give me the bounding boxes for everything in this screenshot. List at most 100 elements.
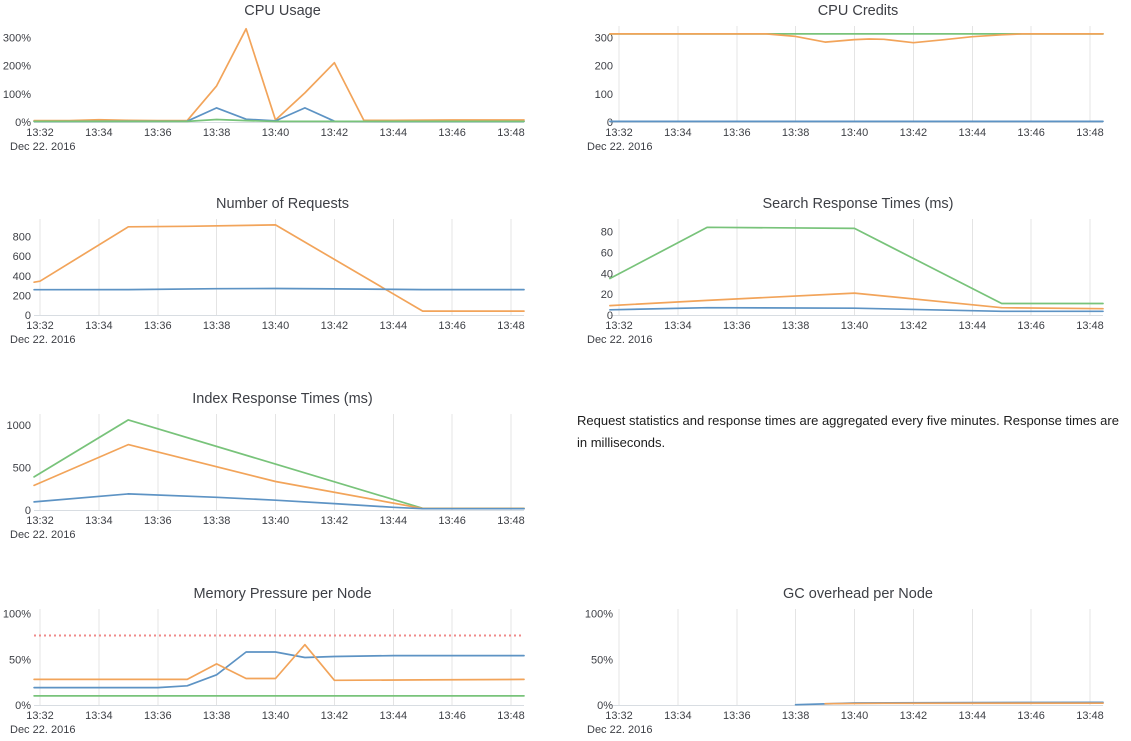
svg-text:13:48: 13:48 — [1076, 320, 1104, 332]
svg-text:13:46: 13:46 — [1017, 710, 1045, 722]
svg-text:100: 100 — [595, 89, 613, 101]
svg-text:13:46: 13:46 — [1017, 127, 1045, 139]
svg-text:13:46: 13:46 — [438, 710, 466, 722]
svg-text:600: 600 — [13, 251, 31, 263]
svg-text:0: 0 — [25, 310, 31, 322]
chart-cell-cpu-credits: CPU Credits 0 100 200 300 13:32 13:34 13:36 13:… — [565, 0, 1131, 162]
svg-text:13:38: 13:38 — [782, 127, 810, 139]
gc-overhead-plot[interactable]: 0% 50% 100% 13:32 13:34 13:36 13:38 13:40 13:42 1… — [565, 605, 1131, 741]
svg-text:13:44: 13:44 — [380, 320, 408, 332]
svg-text:13:32: 13:32 — [605, 710, 633, 722]
svg-text:13:42: 13:42 — [900, 320, 928, 332]
svg-text:13:36: 13:36 — [144, 127, 172, 139]
svg-text:200: 200 — [13, 290, 31, 302]
number-of-requests-plot[interactable]: 0 200 400 600 800 13:32 13:34 13:36 13:38 13:40 13… — [0, 215, 565, 355]
svg-text:13:42: 13:42 — [321, 320, 349, 332]
svg-text:13:34: 13:34 — [85, 127, 113, 139]
svg-text:13:40: 13:40 — [262, 515, 290, 527]
note-panel: Request statistics and response times ar… — [565, 388, 1131, 552]
svg-text:60: 60 — [601, 247, 613, 259]
svg-text:Dec 22. 2016: Dec 22. 2016 — [587, 334, 652, 346]
svg-text:50%: 50% — [591, 654, 613, 666]
svg-text:13:32: 13:32 — [605, 127, 633, 139]
svg-text:13:36: 13:36 — [144, 320, 172, 332]
svg-text:80: 80 — [601, 227, 613, 239]
svg-text:13:48: 13:48 — [497, 710, 525, 722]
svg-text:13:32: 13:32 — [605, 320, 633, 332]
chart-title-index-response-times: Index Response Times (ms) — [192, 391, 373, 407]
svg-text:13:44: 13:44 — [959, 320, 987, 332]
cpu-credits-plot[interactable]: 0 100 200 300 13:32 13:34 13:36 13:38 13:40 13:42… — [565, 22, 1131, 162]
svg-text:0: 0 — [607, 117, 613, 129]
chart-title-cpu-credits: CPU Credits — [817, 3, 899, 19]
svg-text:13:44: 13:44 — [959, 127, 987, 139]
svg-text:13:48: 13:48 — [1076, 127, 1104, 139]
svg-text:20: 20 — [601, 289, 613, 301]
svg-text:13:42: 13:42 — [321, 515, 349, 527]
svg-text:13:40: 13:40 — [262, 710, 290, 722]
svg-text:13:36: 13:36 — [144, 515, 172, 527]
chart-title-memory-pressure: Memory Pressure per Node — [193, 586, 372, 602]
note-text: Request statistics and response times ar… — [577, 413, 1119, 450]
svg-text:13:42: 13:42 — [900, 710, 928, 722]
svg-text:Dec 22. 2016: Dec 22. 2016 — [587, 141, 652, 153]
svg-text:13:44: 13:44 — [959, 710, 987, 722]
chart-cell-search-response-times: Search Response Times (ms) 0 20 40 60 80 13:3… — [565, 193, 1131, 357]
svg-text:13:38: 13:38 — [782, 710, 810, 722]
svg-text:13:48: 13:48 — [497, 127, 525, 139]
svg-text:13:38: 13:38 — [203, 710, 231, 722]
svg-text:13:42: 13:42 — [321, 710, 349, 722]
svg-text:13:38: 13:38 — [203, 515, 231, 527]
svg-text:13:40: 13:40 — [262, 320, 290, 332]
svg-text:13:40: 13:40 — [841, 127, 869, 139]
chart-cell-gc-overhead: GC overhead per Node 0% 50% 100% 13:32 13:34… — [565, 583, 1131, 741]
svg-text:13:48: 13:48 — [497, 515, 525, 527]
svg-text:13:40: 13:40 — [262, 127, 290, 139]
svg-text:13:34: 13:34 — [664, 710, 692, 722]
svg-text:13:36: 13:36 — [723, 710, 751, 722]
svg-text:100%: 100% — [3, 89, 31, 101]
svg-text:13:32: 13:32 — [26, 127, 54, 139]
svg-text:Dec 22. 2016: Dec 22. 2016 — [10, 724, 75, 736]
svg-text:13:44: 13:44 — [380, 515, 408, 527]
chart-title-cpu-usage: CPU Usage — [244, 3, 321, 19]
svg-text:13:40: 13:40 — [841, 710, 869, 722]
index-response-times-plot[interactable]: 0 500 1000 13:32 13:34 13:36 13:38 13:40 13:42 13… — [0, 410, 565, 550]
svg-text:13:34: 13:34 — [85, 515, 113, 527]
svg-text:13:36: 13:36 — [723, 127, 751, 139]
svg-text:500: 500 — [13, 463, 31, 475]
svg-text:13:34: 13:34 — [85, 710, 113, 722]
svg-text:13:36: 13:36 — [144, 710, 172, 722]
memory-pressure-plot[interactable]: 0% 50% 100% 13:32 13:34 13:36 13:38 13:40 13:42 1… — [0, 605, 565, 741]
svg-text:13:46: 13:46 — [438, 320, 466, 332]
svg-text:0: 0 — [25, 505, 31, 517]
cpu-usage-plot[interactable]: 0% 100% 200% 300% 13:32 13:34 13:36 13:38 13:40 1… — [0, 22, 565, 162]
svg-text:0%: 0% — [15, 700, 31, 712]
svg-text:13:38: 13:38 — [203, 127, 231, 139]
chart-cell-number-of-requests: Number of Requests 0 200 400 600 800 13:32 13:… — [0, 193, 565, 357]
svg-text:13:32: 13:32 — [26, 515, 54, 527]
svg-text:0%: 0% — [597, 700, 613, 712]
svg-text:400: 400 — [13, 271, 31, 283]
svg-text:1000: 1000 — [7, 420, 31, 432]
chart-title-number-of-requests: Number of Requests — [216, 196, 349, 212]
svg-text:13:42: 13:42 — [321, 127, 349, 139]
svg-text:100%: 100% — [585, 609, 613, 621]
svg-text:13:48: 13:48 — [497, 320, 525, 332]
chart-title-gc-overhead: GC overhead per Node — [783, 586, 933, 602]
svg-text:13:38: 13:38 — [782, 320, 810, 332]
svg-text:50%: 50% — [9, 654, 31, 666]
svg-text:13:36: 13:36 — [723, 320, 751, 332]
svg-text:13:48: 13:48 — [1076, 710, 1104, 722]
search-response-times-plot[interactable]: 0 20 40 60 80 13:32 13:34 13:36 13:38 13:40 13:42 1… — [565, 215, 1131, 355]
svg-text:200%: 200% — [3, 61, 31, 73]
svg-text:13:44: 13:44 — [380, 127, 408, 139]
svg-text:13:42: 13:42 — [900, 127, 928, 139]
svg-text:13:34: 13:34 — [664, 320, 692, 332]
svg-text:300: 300 — [595, 32, 613, 44]
svg-text:13:34: 13:34 — [85, 320, 113, 332]
svg-text:13:32: 13:32 — [26, 320, 54, 332]
svg-text:0%: 0% — [15, 117, 31, 129]
svg-text:Dec 22. 2016: Dec 22. 2016 — [587, 724, 652, 736]
